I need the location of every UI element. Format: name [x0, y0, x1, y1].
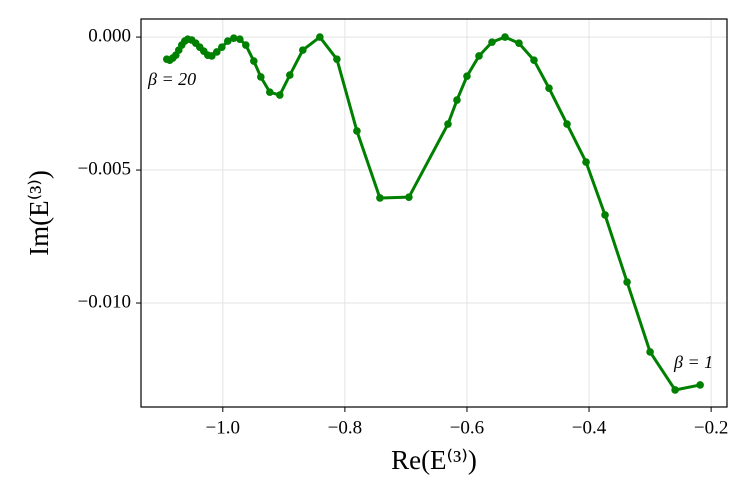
data-point: [463, 72, 471, 80]
data-point: [601, 211, 609, 219]
data-point: [582, 158, 590, 166]
plot-frame: [140, 18, 728, 408]
data-point: [229, 34, 238, 42]
data-point: [286, 71, 294, 79]
x-tick-label: −0.2: [694, 417, 728, 438]
data-point: [501, 33, 509, 41]
data-point: [623, 278, 631, 286]
data-point: [236, 35, 244, 44]
y-tick-label: −0.005: [78, 158, 131, 179]
data-point: [405, 193, 413, 201]
data-point: [444, 120, 452, 128]
y-axis-label: Im(E⁽³⁾): [24, 170, 54, 256]
annotation: β = 20: [147, 69, 196, 89]
data-point: [475, 52, 483, 60]
data-point: [250, 57, 258, 65]
data-point: [453, 96, 461, 104]
data-point: [242, 41, 250, 49]
x-axis-label: Re(E⁽³⁾): [391, 445, 477, 475]
data-point: [299, 46, 307, 54]
data-point: [376, 194, 384, 202]
y-tick-label: −0.010: [78, 291, 131, 312]
y-tick-label: 0.000: [88, 25, 131, 46]
data-point: [333, 55, 341, 63]
data-point: [530, 56, 538, 65]
data-point: [265, 88, 274, 96]
data-point: [353, 127, 361, 135]
plot: [162, 33, 704, 394]
data-point: [224, 37, 232, 45]
data-point: [488, 38, 496, 46]
data-point: [671, 386, 679, 394]
data-point: [563, 120, 571, 128]
data-point: [316, 33, 324, 41]
x-tick-label: −0.8: [328, 417, 362, 438]
data-point: [696, 381, 704, 389]
data-point: [545, 84, 553, 92]
data-point: [276, 91, 284, 99]
data-point: [213, 48, 221, 56]
data-point: [515, 39, 523, 48]
x-tick-label: −0.4: [572, 417, 607, 438]
data-point: [646, 348, 654, 356]
x-tick-label: −1.0: [206, 417, 240, 438]
data-point: [257, 73, 265, 81]
annotation: β = 1: [673, 352, 713, 372]
data-point: [218, 43, 226, 51]
x-tick-label: −0.6: [450, 417, 484, 438]
